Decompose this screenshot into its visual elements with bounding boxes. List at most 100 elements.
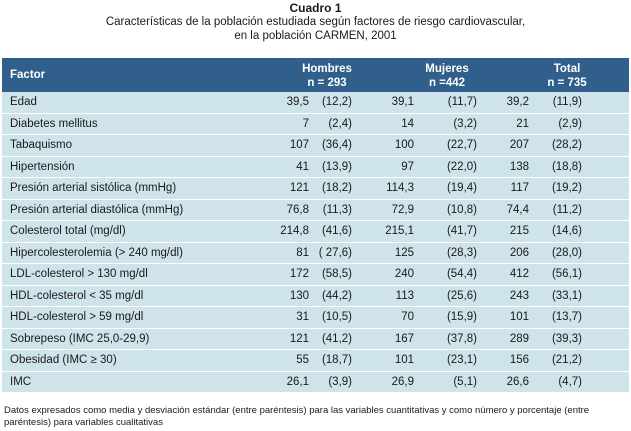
table-row: LDL-colesterol > 130 mg/dl 172 (58,5) 240 (5…: [2, 264, 629, 286]
data-table: Factor Hombres n = 293 Mujeres n =442 To…: [2, 58, 629, 393]
cell-h: 130: [289, 289, 309, 302]
table-caption: Cuadro 1 Características de la población…: [0, 0, 631, 43]
table-row: Hipertensión 41 (13,9) 97 (22,0) 138 (18,8): [2, 157, 629, 178]
cell-hp: (18,2): [321, 182, 352, 194]
cell-m: 14: [401, 117, 414, 130]
cell-h: 107: [289, 139, 309, 151]
cell-tp: (56,1): [551, 268, 582, 280]
cell-h: 76,8: [286, 203, 309, 216]
cell-hp: (2,4): [328, 117, 352, 130]
cell-hp: ( 27,6): [318, 246, 352, 259]
cell-tp: (13,7): [551, 311, 582, 323]
cell-tp: (18,8): [551, 160, 582, 173]
cell-m: 240: [394, 268, 414, 280]
cell-tp: (28,0): [551, 246, 582, 259]
cell-hp: (58,5): [321, 268, 352, 280]
cell-m: 101: [394, 354, 414, 366]
cell-t: 101: [509, 311, 529, 323]
header-total-n: n = 735: [547, 77, 587, 89]
cell-t: 117: [510, 182, 529, 194]
row-label: Hipercolesterolemia (> 240 mg/dl): [10, 246, 183, 259]
cell-mp: (54,4): [446, 268, 477, 280]
table-row: HDL-colesterol < 35 mg/dl 130 (44,2) 113 (25…: [2, 286, 629, 307]
cell-h: 41: [296, 160, 309, 173]
cell-hp: (44,2): [321, 289, 352, 302]
cell-t: 207: [509, 139, 529, 151]
table-row: Edad 39,5 (12,2) 39,1 (11,7) 39,2 (11,9): [2, 92, 629, 114]
table-row: Hipercolesterolemia (> 240 mg/dl) 81 ( 27,…: [2, 243, 629, 264]
cell-mp: (10,8): [446, 203, 477, 216]
cell-h: 55: [296, 354, 309, 366]
row-label: HDL-colesterol > 59 mg/dl: [10, 311, 144, 323]
row-label: Presión arterial diastólica (mmHg): [10, 203, 184, 216]
cell-h: 121: [289, 182, 309, 194]
cell-h: 39,5: [286, 96, 309, 108]
cell-tp: (19,2): [551, 182, 582, 194]
cell-mp: (37,8): [446, 332, 477, 345]
cell-mp: (25,6): [446, 289, 477, 302]
cell-hp: (3,9): [328, 375, 352, 388]
cell-m: 125: [394, 246, 414, 259]
header-mujeres: Mujeres n =442: [402, 62, 492, 90]
cell-t: 243: [509, 289, 529, 302]
caption-line-2: en la población CARMEN, 2001: [234, 30, 397, 42]
cell-hp: (36,4): [321, 139, 352, 151]
cell-t: 74,4: [506, 203, 529, 216]
cell-tp: (28,2): [551, 139, 582, 151]
table-row: Diabetes mellitus 7 (2,4) 14 (3,2) 21 (2,9): [2, 114, 629, 135]
cell-tp: (2,9): [558, 117, 582, 130]
cell-m: 70: [401, 311, 414, 323]
cell-t: 39,2: [506, 96, 529, 108]
cell-mp: (41,7): [446, 225, 477, 237]
cell-tp: (33,1): [551, 289, 582, 302]
cell-hp: (41,6): [321, 225, 352, 237]
cell-hp: (11,3): [322, 203, 352, 216]
cell-m: 97: [401, 160, 414, 173]
cell-m: 167: [394, 332, 414, 345]
row-label: Hipertensión: [10, 160, 75, 173]
cell-hp: (12,2): [321, 96, 352, 108]
cell-m: 100: [394, 139, 414, 151]
table-row: Colesterol total (mg/dl) 214,8 (41,6) 215,1…: [2, 221, 629, 243]
header-hombres-n: n = 293: [307, 77, 347, 89]
cell-mp: (3,2): [453, 117, 477, 130]
cell-m: 72,9: [391, 203, 414, 216]
table-row: IMC 26,1 (3,9) 26,9 (5,1) 26,6 (4,7): [2, 372, 629, 393]
cell-m: 114,3: [386, 182, 414, 194]
cell-hp: (18,7): [321, 354, 352, 366]
cell-h: 26,1: [286, 375, 309, 388]
cell-h: 214,8: [280, 225, 309, 237]
cell-mp: (15,9): [446, 311, 477, 323]
cell-mp: (5,1): [453, 375, 477, 388]
cell-hp: (41,2): [321, 332, 352, 345]
cell-mp: (23,1): [446, 354, 477, 366]
table-row: Sobrepeso (IMC 25,0-29,9) 121 (41,2) 167 (37…: [2, 329, 629, 350]
cell-hp: (13,9): [321, 160, 352, 173]
row-label: Tabaquismo: [10, 139, 73, 151]
cell-m: 113: [395, 289, 414, 302]
row-label: Sobrepeso (IMC 25,0-29,9): [10, 332, 150, 345]
cell-t: 289: [509, 332, 529, 345]
cell-h: 121: [289, 332, 309, 345]
cell-tp: (14,6): [551, 225, 582, 237]
cell-t: 156: [509, 354, 529, 366]
table-row: Obesidad (IMC ≥ 30) 55 (18,7) 101 (23,1) 156 (…: [2, 350, 629, 372]
cell-m: 26,9: [391, 375, 414, 388]
caption-line-1: Características de la población estudiad…: [105, 16, 526, 28]
table-body: Edad 39,5 (12,2) 39,1 (11,7) 39,2 (11,9) Diabet…: [2, 92, 629, 393]
header-mujeres-n: n =442: [428, 77, 466, 89]
header-hombres: Hombres n = 293: [282, 62, 372, 90]
cell-h: 31: [296, 311, 309, 323]
cell-h: 7: [302, 117, 309, 130]
cell-mp: (22,0): [446, 160, 477, 173]
table-footnote: Datos expresados como media y desviación…: [4, 405, 590, 428]
row-label: HDL-colesterol < 35 mg/dl: [10, 289, 144, 302]
cell-t: 412: [509, 268, 529, 280]
cell-mp: (19,4): [446, 182, 477, 194]
cell-t: 206: [509, 246, 529, 259]
table-row: Presión arterial sistólica (mmHg) 121 (18,…: [2, 178, 629, 200]
cell-h: 172: [289, 268, 309, 280]
cell-t: 21: [516, 117, 529, 130]
cell-hp: (10,5): [321, 311, 352, 323]
table-title: Cuadro 1: [289, 1, 342, 15]
